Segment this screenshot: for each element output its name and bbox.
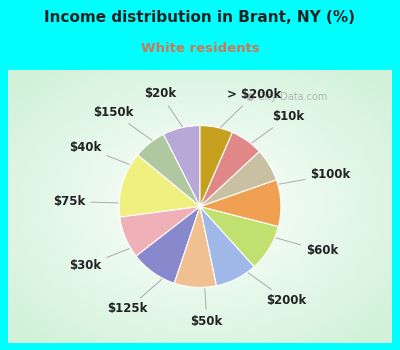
Text: > $200k: > $200k — [220, 88, 281, 127]
Text: Income distribution in Brant, NY (%): Income distribution in Brant, NY (%) — [44, 10, 356, 26]
Text: $150k: $150k — [93, 106, 152, 140]
Text: $30k: $30k — [70, 248, 130, 272]
Text: $10k: $10k — [252, 110, 304, 143]
Wedge shape — [119, 155, 200, 217]
Wedge shape — [200, 206, 254, 286]
Text: White residents: White residents — [141, 42, 259, 55]
Text: $125k: $125k — [108, 279, 162, 315]
Wedge shape — [200, 126, 232, 206]
Wedge shape — [174, 206, 216, 287]
Wedge shape — [200, 180, 281, 226]
Wedge shape — [200, 206, 278, 267]
Wedge shape — [163, 126, 200, 206]
Text: $60k: $60k — [276, 238, 338, 257]
Wedge shape — [136, 206, 200, 283]
Text: $40k: $40k — [69, 141, 130, 164]
Text: $50k: $50k — [191, 288, 223, 328]
Text: $20k: $20k — [144, 88, 182, 127]
Text: $200k: $200k — [248, 273, 307, 307]
Text: $75k: $75k — [53, 195, 118, 208]
Wedge shape — [200, 132, 259, 206]
Wedge shape — [138, 134, 200, 206]
Wedge shape — [120, 206, 200, 256]
Text: $100k: $100k — [279, 168, 351, 184]
Wedge shape — [200, 152, 276, 206]
Text: ● City-Data.com: ● City-Data.com — [246, 92, 328, 102]
